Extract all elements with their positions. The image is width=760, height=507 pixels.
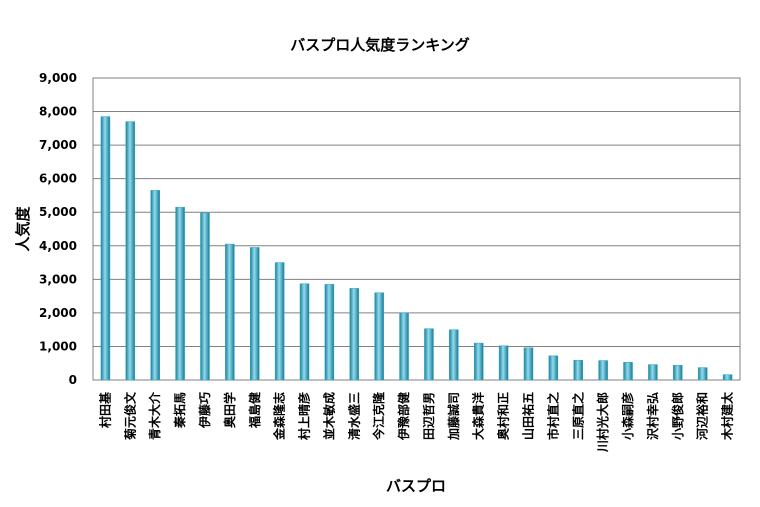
x-tick-label: 金森隆志	[272, 392, 287, 441]
bar	[673, 364, 683, 381]
bar	[225, 243, 235, 381]
x-tick-label: 大森貴洋	[471, 392, 486, 440]
x-tick-label: 村上晴彦	[297, 392, 312, 440]
bar	[200, 212, 210, 381]
bar	[175, 206, 185, 381]
x-tick-label: 並木敏成	[321, 392, 336, 440]
bar	[523, 347, 534, 381]
bar	[424, 328, 434, 381]
x-tick-label: 青木大介	[147, 391, 162, 440]
bar	[473, 342, 484, 381]
x-tick-label: 今江克隆	[371, 391, 386, 441]
x-tick-label: 清水盛三	[346, 392, 361, 440]
y-tick-label: 6,000	[39, 172, 77, 186]
bar	[498, 345, 509, 381]
bar	[250, 247, 260, 381]
x-tick-label: 小森嗣彦	[620, 392, 635, 440]
x-tick-label: 伊藤巧	[197, 392, 212, 429]
bar	[449, 329, 459, 381]
x-tick-label: 伊豫部健	[396, 391, 411, 441]
x-tick-label: 山田祐五	[520, 392, 535, 440]
y-tick-label: 7,000	[39, 138, 77, 152]
bar	[125, 121, 136, 381]
bar	[722, 374, 733, 381]
x-tick-label: 奥田学	[222, 392, 237, 428]
y-axis-ticks: 0 1,000 2,000 3,000 4,000 5,000 6,000 7,000 8,00…	[39, 71, 77, 387]
y-tick-label: 8,000	[39, 105, 77, 119]
bar	[299, 283, 310, 381]
bar	[648, 364, 658, 381]
x-tick-label: 村田基	[97, 391, 112, 428]
x-tick-label: 小野俊郎	[670, 392, 685, 440]
bar	[548, 355, 559, 381]
x-axis-ticks: 村田基 菊元俊文 青木大介 秦拓馬 伊藤巧 奥田学 福島健 金森隆志 村上晴彦 並木敏成 清水盛三今…	[97, 391, 734, 453]
x-tick-label: 加藤誠司	[446, 392, 461, 441]
x-tick-label: 田辺哲男	[421, 392, 436, 440]
bar	[399, 312, 409, 381]
bar	[349, 288, 360, 381]
y-tick-label: 4,000	[39, 239, 77, 253]
bar	[274, 262, 285, 381]
bar	[324, 284, 335, 381]
x-tick-label: 川村光大郎	[595, 392, 610, 453]
y-tick-label: 9,000	[39, 71, 77, 85]
x-tick-label: 河辺裕和	[695, 392, 710, 441]
x-tick-label: 沢村幸弘	[645, 392, 660, 440]
x-tick-label: 市村直之	[545, 392, 560, 440]
bar	[374, 292, 384, 381]
x-tick-label: 秦拓馬	[172, 392, 187, 429]
bar	[100, 116, 111, 381]
y-tick-label: 3,000	[39, 272, 77, 286]
y-tick-label: 1,000	[39, 339, 77, 353]
y-tick-label: 2,000	[39, 306, 77, 320]
x-tick-label: 木村建太	[720, 391, 735, 441]
bar	[598, 360, 608, 381]
bar	[573, 359, 583, 381]
x-tick-label: 福島健	[247, 391, 262, 429]
x-tick-label: 三原直之	[570, 392, 585, 440]
bar	[150, 190, 160, 381]
y-axis-title: 人気度	[14, 206, 32, 252]
gridlines	[93, 77, 740, 381]
plot-area-border	[92, 77, 741, 381]
bars	[100, 116, 733, 381]
bar	[623, 361, 633, 381]
y-tick-label: 0	[69, 373, 77, 387]
y-tick-label: 5,000	[39, 205, 77, 219]
x-tick-label: 奥村和正	[496, 392, 511, 440]
x-axis-title: バスプロ	[386, 477, 446, 495]
x-tick-label: 菊元俊文	[122, 391, 137, 441]
chart-title: バスプロ人気度ランキング	[290, 36, 470, 54]
bar	[697, 367, 708, 381]
